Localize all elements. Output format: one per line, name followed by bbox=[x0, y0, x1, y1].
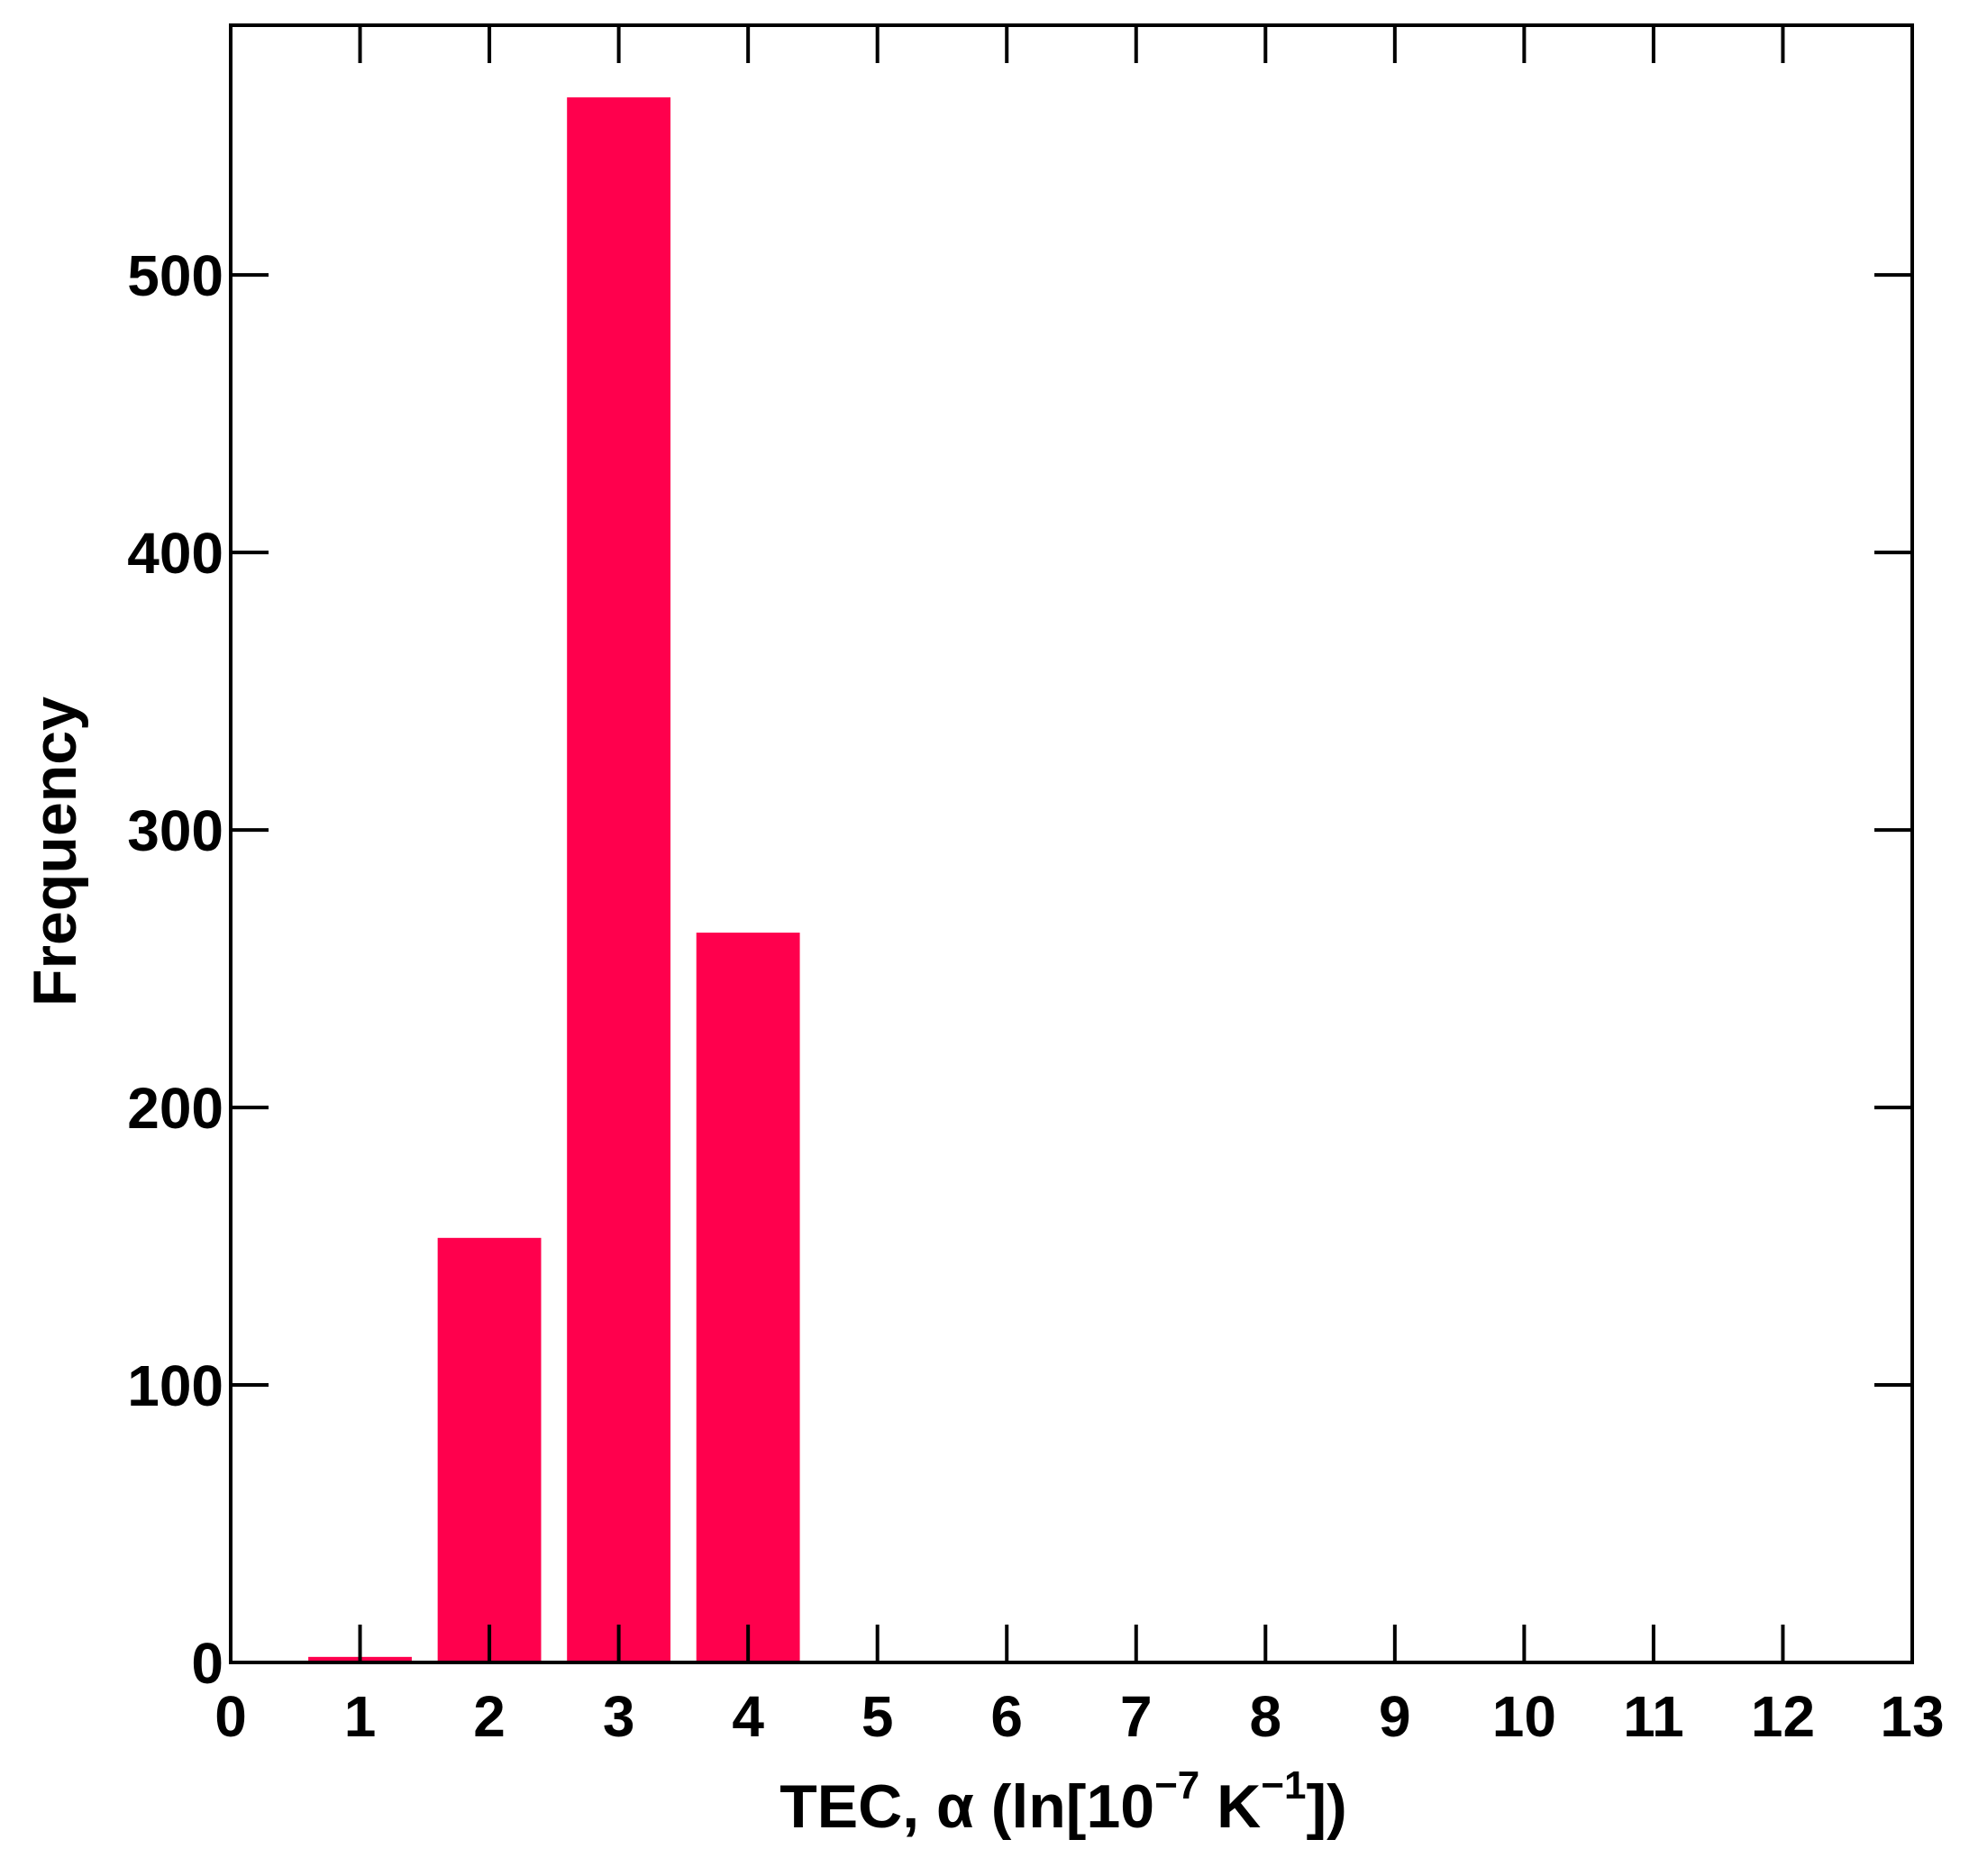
x-tick-label-9: 9 bbox=[1379, 1684, 1411, 1749]
x-tick-label-12: 12 bbox=[1751, 1684, 1815, 1749]
y-tick-label-400: 400 bbox=[127, 521, 223, 586]
bar-4 bbox=[696, 933, 800, 1662]
y-tick-label-300: 300 bbox=[127, 798, 223, 863]
y-tick-label-500: 500 bbox=[127, 243, 223, 308]
bars-group bbox=[308, 97, 800, 1663]
x-tick-label-6: 6 bbox=[990, 1684, 1023, 1749]
y-tick-label-0: 0 bbox=[191, 1631, 223, 1696]
x-axis-title-mid: K bbox=[1199, 1772, 1261, 1841]
y-axis-title: Frequency bbox=[21, 697, 89, 1006]
x-tick-label-3: 3 bbox=[603, 1684, 635, 1749]
plot-frame bbox=[229, 23, 1914, 1664]
x-axis-title-sup-1: −7 bbox=[1154, 1763, 1199, 1808]
x-axis-title: TEC, α (ln[10−7 K−1]) bbox=[779, 1763, 1346, 1841]
x-axis-title-end: ]) bbox=[1306, 1772, 1346, 1841]
x-tick-label-5: 5 bbox=[861, 1684, 894, 1749]
x-tick-label-13: 13 bbox=[1880, 1684, 1944, 1749]
x-tick-label-7: 7 bbox=[1120, 1684, 1153, 1749]
x-tick-label-4: 4 bbox=[732, 1684, 764, 1749]
x-tick-label-11: 11 bbox=[1623, 1684, 1684, 1749]
y-tick-label-200: 200 bbox=[127, 1076, 223, 1141]
y-tick-label-100: 100 bbox=[127, 1353, 223, 1418]
x-axis-title-sup-2: −1 bbox=[1261, 1763, 1306, 1808]
x-tick-label-10: 10 bbox=[1492, 1684, 1556, 1749]
bar-2 bbox=[437, 1237, 542, 1662]
x-axis-title-main: TEC, α (ln[10 bbox=[779, 1772, 1154, 1841]
x-tick-label-2: 2 bbox=[473, 1684, 506, 1749]
x-tick-label-8: 8 bbox=[1250, 1684, 1282, 1749]
bar-3 bbox=[567, 97, 671, 1663]
x-tick-label-0: 0 bbox=[214, 1684, 247, 1749]
ticks-group bbox=[229, 25, 1914, 1664]
x-tick-label-1: 1 bbox=[344, 1684, 377, 1749]
